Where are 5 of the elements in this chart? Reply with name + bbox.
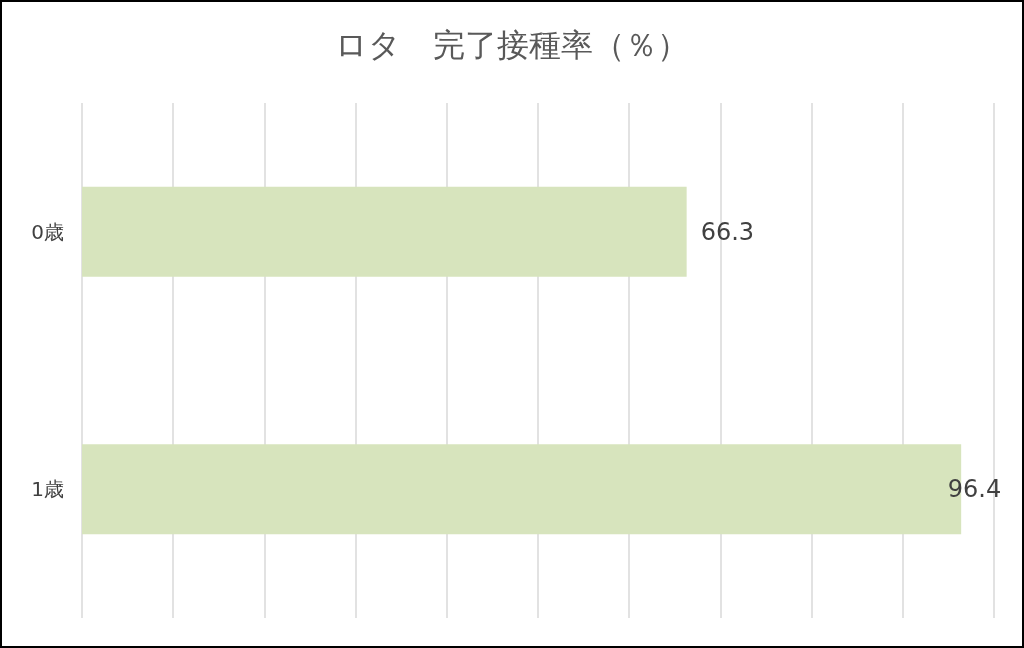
chart-title: ロタ 完了接種率（％） [335,26,689,64]
data-label: 96.4 [947,475,1002,504]
data-label: 66.3 [700,217,755,246]
y-tick-label: 0歳 [31,219,64,244]
y-tick-label: 1歳 [31,477,64,502]
